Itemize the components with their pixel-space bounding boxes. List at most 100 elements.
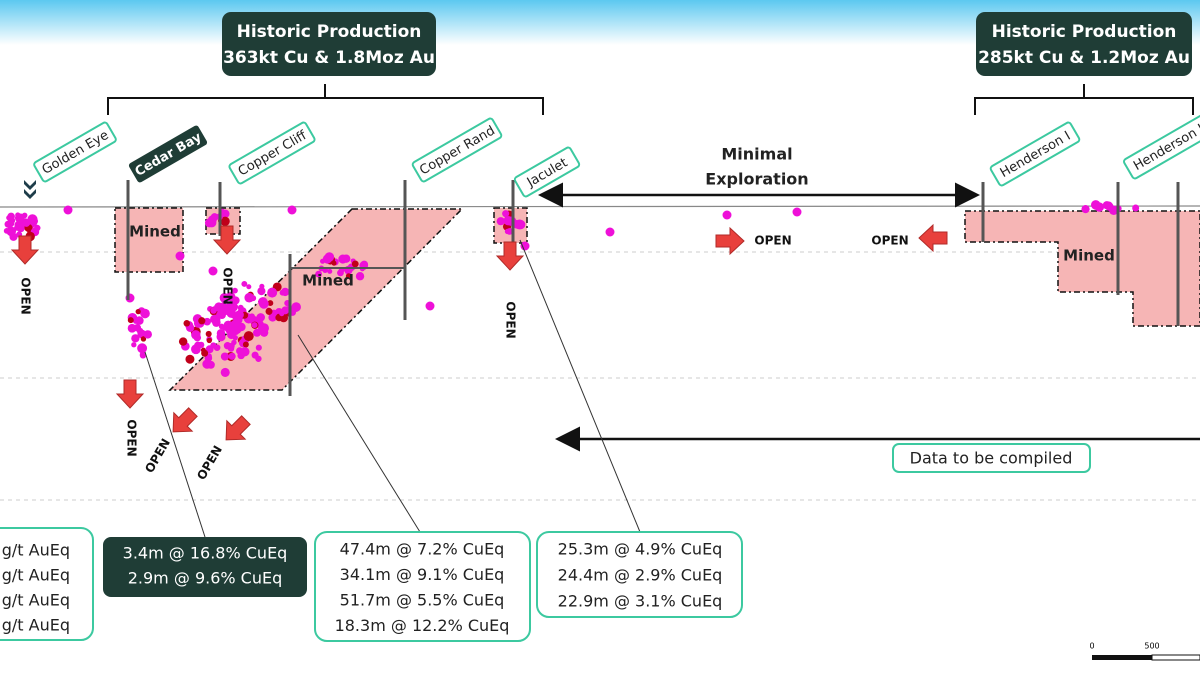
- intercept-line: g/t AuEq: [2, 566, 70, 585]
- sample-point: [185, 354, 195, 364]
- sample-point: [135, 309, 141, 315]
- sample-point: [722, 210, 732, 220]
- sample-point: [202, 359, 212, 369]
- sample-point: [133, 318, 139, 324]
- annotation: Exploration: [705, 170, 808, 189]
- scale-label: 0: [1089, 642, 1094, 651]
- sample-point: [243, 331, 254, 342]
- sample-point: [605, 227, 615, 237]
- sample-point: [205, 345, 214, 354]
- header-subtitle: 363kt Cu & 1.8Moz Au: [223, 48, 435, 68]
- open-label: OPEN: [142, 436, 173, 475]
- sample-point: [219, 293, 230, 303]
- mine-label: Cedar Bay: [133, 130, 205, 180]
- sample-point: [279, 289, 286, 296]
- sample-point: [218, 323, 225, 330]
- sample-point: [212, 318, 221, 327]
- mine-tag: Copper Cliff: [228, 121, 316, 185]
- mine-label: Copper Rand: [417, 123, 497, 178]
- sample-point: [193, 333, 202, 342]
- sample-point: [287, 205, 297, 215]
- annotation: Minimal: [721, 145, 792, 164]
- header-subtitle: 285kt Cu & 1.2Moz Au: [978, 48, 1190, 68]
- header-box: [976, 12, 1192, 76]
- annotation: Data to be compiled: [910, 449, 1073, 468]
- sample-point: [255, 355, 262, 362]
- sample-point: [143, 330, 152, 339]
- mined-label: Mined: [129, 223, 181, 241]
- sample-point: [228, 352, 236, 360]
- sample-point: [496, 217, 505, 226]
- sample-point: [267, 287, 278, 298]
- mine-label: Copper Cliff: [236, 128, 310, 180]
- sample-point: [220, 216, 230, 226]
- sample-point: [229, 302, 239, 312]
- intercept-line: 2.9m @ 9.6% CuEq: [128, 569, 283, 588]
- open-label: OPEN: [125, 419, 139, 456]
- sample-point: [223, 320, 233, 330]
- sample-point: [206, 337, 212, 344]
- sample-point: [1105, 202, 1114, 211]
- sample-point: [137, 343, 148, 354]
- sample-point: [506, 228, 514, 235]
- sample-point: [131, 342, 137, 348]
- sample-point: [315, 270, 322, 278]
- sample-point: [242, 341, 249, 348]
- sample-point: [194, 341, 202, 350]
- sample-point: [331, 260, 337, 266]
- sample-point: [26, 217, 34, 225]
- sample-point: [515, 219, 526, 230]
- sample-point: [175, 251, 185, 261]
- surface: [0, 205, 1200, 208]
- intercept-box: [536, 531, 743, 618]
- mine-tag: Copper Rand: [411, 117, 503, 183]
- sample-point: [241, 280, 248, 287]
- intercept-box: [0, 527, 94, 641]
- header-title: Historic Production: [237, 22, 422, 42]
- sample-point: [213, 344, 221, 352]
- sample-point: [210, 307, 217, 314]
- sample-point: [250, 295, 257, 302]
- mine-label: Henderson I: [998, 129, 1074, 181]
- sample-point: [256, 313, 265, 322]
- sample-point: [220, 352, 229, 361]
- mined-label: Mined: [302, 272, 354, 290]
- sample-point: [425, 301, 435, 311]
- sample-point: [345, 273, 352, 279]
- intercept-line: 47.4m @ 7.2% CuEq: [340, 540, 505, 559]
- mine-tag: Jaculet: [513, 146, 581, 198]
- sample-point: [324, 252, 335, 262]
- sample-point: [13, 225, 20, 231]
- sample-point: [257, 287, 266, 296]
- sample-point: [17, 215, 25, 223]
- sample-point: [1081, 205, 1090, 214]
- intercept-line: 22.9m @ 3.1% CuEq: [558, 592, 723, 611]
- mined-zones: [114, 207, 1200, 391]
- mine-tag: Henderson II: [1123, 112, 1200, 180]
- sample-point: [257, 324, 268, 335]
- sample-point: [63, 205, 73, 215]
- sample-point: [255, 344, 262, 351]
- sample-point: [251, 322, 258, 329]
- sample-point: [178, 337, 188, 346]
- sample-point: [227, 342, 235, 351]
- intercept-box: [314, 531, 531, 642]
- mine-tag: Henderson I: [989, 121, 1081, 187]
- sample-point: [265, 307, 273, 315]
- sample-point: [7, 220, 15, 228]
- mine-tag: Golden Eye: [33, 121, 117, 183]
- sample-point: [792, 207, 802, 217]
- scale-label: 500: [1144, 642, 1159, 651]
- sample-point: [139, 351, 147, 358]
- open-label: OPEN: [19, 277, 33, 314]
- sample-point: [338, 254, 348, 264]
- sample-point: [1094, 202, 1105, 212]
- sample-point: [240, 347, 250, 357]
- open-label: OPEN: [754, 234, 791, 248]
- sample-point: [355, 272, 365, 281]
- sample-point: [502, 210, 510, 218]
- sample-point: [208, 266, 218, 276]
- intercept-line: g/t AuEq: [2, 541, 70, 560]
- header-box: [222, 12, 436, 76]
